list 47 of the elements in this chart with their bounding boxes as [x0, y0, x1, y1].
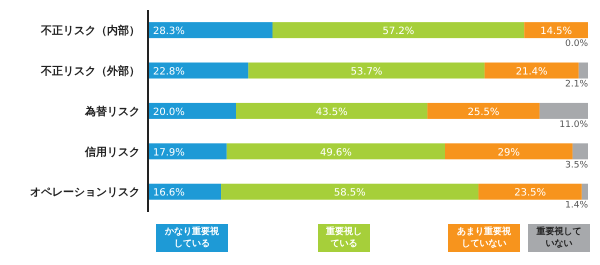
bar — [427, 102, 540, 119]
data-label: 23.5% — [514, 188, 546, 199]
y-tick-label: オペレーションリスク — [30, 186, 140, 199]
bar — [148, 22, 273, 38]
data-label: 1.4% — [565, 200, 588, 211]
data-label: 43.5% — [316, 106, 348, 118]
bar — [578, 62, 588, 79]
data-label: 20.0% — [153, 106, 185, 118]
data-label: 14.5% — [540, 26, 572, 38]
bar — [540, 102, 588, 119]
data-label: 57.2% — [382, 26, 414, 38]
bar — [272, 22, 524, 38]
bar — [445, 143, 573, 160]
bar — [221, 184, 478, 200]
bar — [236, 102, 428, 119]
data-label: 29% — [498, 147, 520, 158]
bar — [524, 22, 588, 38]
data-label: 22.8% — [153, 66, 185, 78]
bar — [484, 62, 579, 79]
text: かなり重要視している — [156, 224, 228, 252]
data-label: 17.9% — [153, 147, 185, 158]
data-label: 28.3% — [153, 26, 185, 38]
data-label: 2.1% — [565, 80, 588, 90]
y-tick-label: 不正リスク（外部） — [40, 64, 140, 78]
bar — [226, 143, 445, 160]
bar — [148, 62, 248, 79]
data-label: 49.6% — [320, 147, 352, 158]
bar — [148, 143, 227, 160]
text: 重要視している — [318, 224, 370, 252]
data-label: 16.6% — [153, 188, 185, 199]
data-label: 0.0% — [565, 39, 588, 50]
text: 重要視していない — [528, 224, 590, 252]
data-label: 53.7% — [350, 66, 382, 78]
data-label: 3.5% — [565, 160, 588, 170]
y-tick-label: 為替リスク — [84, 104, 140, 118]
bar — [148, 102, 236, 119]
data-label: 11.0% — [559, 120, 588, 130]
bar — [572, 143, 588, 160]
data-label: 58.5% — [334, 188, 366, 199]
text: あまり重要視していない — [448, 224, 520, 252]
y-tick-label: 信用リスク — [84, 145, 140, 158]
bar — [248, 62, 485, 79]
y-tick-label: 不正リスク（内部） — [40, 24, 140, 38]
bar — [582, 184, 588, 200]
data-label: 25.5% — [468, 106, 500, 118]
bar — [478, 184, 582, 200]
data-label: 21.4% — [516, 66, 548, 78]
